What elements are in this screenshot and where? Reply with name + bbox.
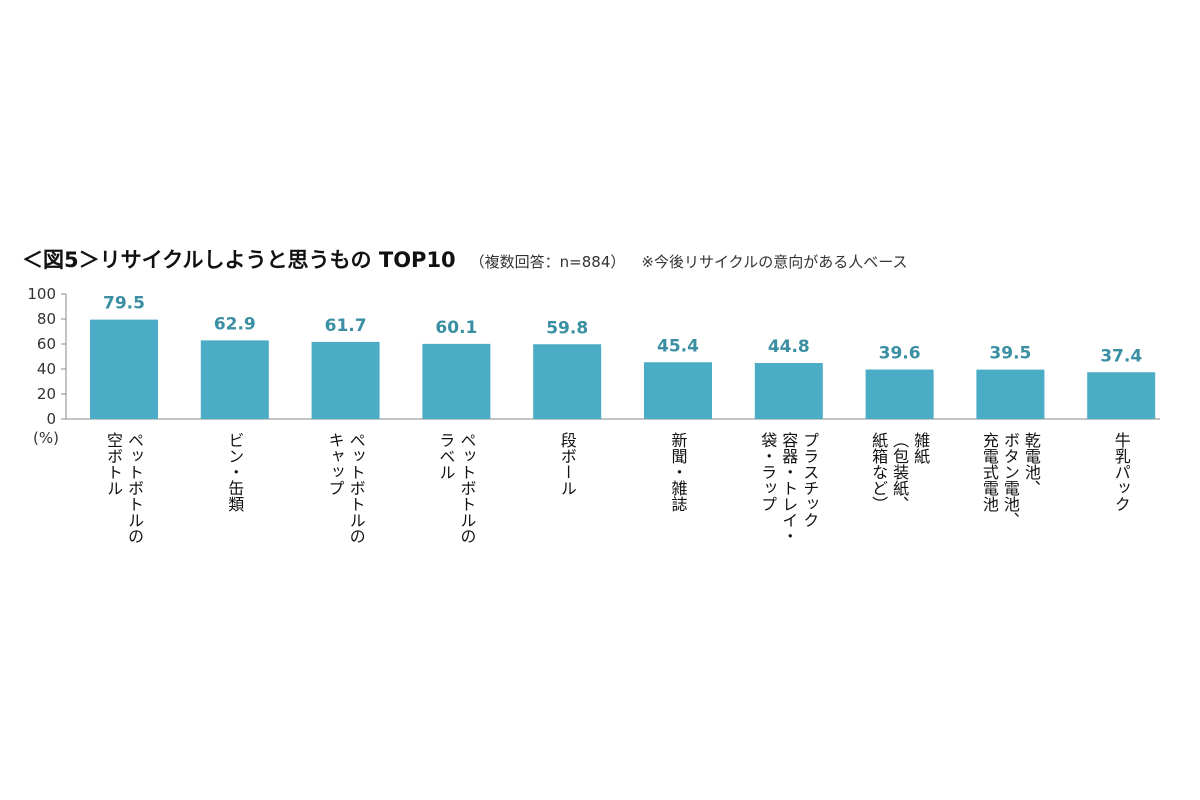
value-label: 79.5 — [103, 294, 145, 314]
bar — [533, 344, 602, 419]
category-label: 袋・ラップ — [758, 432, 777, 512]
y-tick-label: 40 — [37, 360, 56, 378]
y-tick-label: 20 — [37, 385, 56, 403]
category-label: 新聞・雑誌 — [669, 432, 688, 512]
value-label: 44.8 — [768, 337, 810, 357]
bar — [754, 363, 823, 419]
value-label: 59.8 — [546, 318, 588, 338]
chart-title: ＜図5＞リサイクルしようと思うもの TOP10 — [22, 248, 456, 272]
y-tick-label: 100 — [27, 285, 56, 303]
category-label: 容器・トレイ・ — [779, 432, 798, 544]
bar — [865, 369, 934, 419]
bar — [422, 343, 491, 419]
category-label: 紙箱など） — [869, 432, 888, 512]
bar — [976, 369, 1045, 419]
bar — [1087, 372, 1156, 419]
bar — [311, 341, 380, 419]
value-label: 45.4 — [657, 336, 699, 356]
category-label: 充電式電池 — [980, 432, 999, 512]
y-tick-label: 80 — [37, 310, 56, 328]
category-label: ビン・缶類 — [225, 432, 244, 512]
bar — [200, 340, 269, 419]
chart-title-row: ＜図5＞リサイクルしようと思うもの TOP10 （複数回答：n=884） ※今後… — [22, 244, 907, 278]
y-axis: 100 80 60 40 20 0(%) — [27, 285, 1160, 447]
y-tick-label: 60 — [37, 335, 56, 353]
bar — [90, 319, 158, 419]
value-label: 37.4 — [1100, 346, 1142, 366]
value-label: 61.7 — [325, 316, 367, 336]
category-label: 空ボトル — [104, 432, 123, 496]
value-label: 60.1 — [435, 318, 477, 338]
category-label: キャップ — [326, 432, 345, 496]
category-label: 段ボール — [558, 432, 577, 496]
category-label: ラベル — [436, 432, 455, 480]
category-label: 牛乳パック — [1112, 432, 1131, 512]
category-label: ボタン電池、 — [1001, 432, 1020, 528]
y-unit-label: (%) — [33, 429, 59, 447]
category-label: 雑紙 — [911, 432, 930, 465]
category-label: ペットボトルの — [457, 432, 476, 544]
category-label: 乾電池、 — [1022, 432, 1041, 496]
category-label: ペットボトルの — [125, 432, 144, 544]
chart-subtitle: （複数回答：n=884） — [469, 253, 626, 271]
category-label: （包装紙、 — [890, 432, 909, 512]
chart-note: ※今後リサイクルの意向がある人ベース — [641, 253, 908, 271]
category-label: プラスチック — [800, 432, 819, 528]
category-label: ペットボトルの — [347, 432, 366, 544]
value-labels: 79.5 62.9 61.7 60.1 59.8 45.4 44.8 39.6 39.5 37.4 — [103, 294, 1142, 367]
bar — [644, 362, 712, 419]
value-label: 39.6 — [879, 344, 921, 364]
bars — [90, 319, 1156, 419]
value-label: 39.5 — [989, 344, 1031, 364]
value-label: 62.9 — [214, 314, 256, 334]
y-tick-label: 0 — [46, 410, 56, 428]
